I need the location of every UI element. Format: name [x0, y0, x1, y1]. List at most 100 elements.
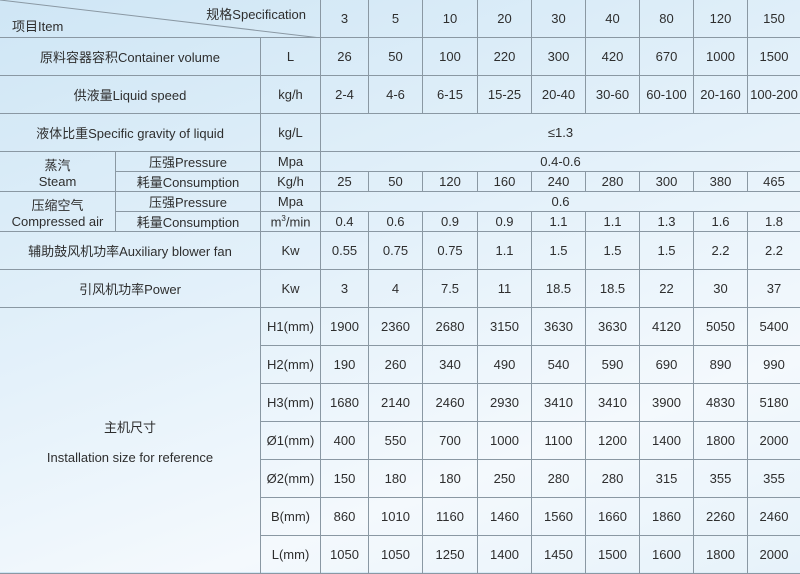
table-row: 辅助鼓风机功率Auxiliary blower fan Kw 0.55 0.75 0.7…: [0, 231, 800, 270]
unit-cell: kg/h: [259, 75, 322, 114]
size-value: 1560: [531, 497, 587, 536]
consumption-value: 1.6: [693, 211, 749, 232]
power-label: 引风机功率Power: [0, 269, 261, 308]
power-value: 30: [693, 269, 749, 308]
consumption-label: 耗量Consumption: [115, 171, 261, 192]
size-value: 340: [422, 345, 479, 384]
size-value: 1400: [477, 535, 533, 574]
size-value: 3630: [531, 307, 587, 346]
size-value: 1400: [639, 421, 695, 460]
container-volume-value: 300: [531, 37, 587, 76]
container-volume-value: 1500: [747, 37, 800, 76]
size-value: 1860: [639, 497, 695, 536]
size-value: 250: [477, 459, 533, 498]
blower-fan-label: 辅助鼓风机功率Auxiliary blower fan: [0, 231, 261, 270]
size-value: 3150: [477, 307, 533, 346]
specification-label: 规格Specification: [206, 7, 307, 22]
power-value: 7.5: [422, 269, 479, 308]
item-label: 项目Item: [12, 19, 64, 34]
size-value: 5050: [693, 307, 749, 346]
size-group-label: 主机尺寸 Installation size for reference: [0, 307, 261, 574]
size-value: 1680: [320, 383, 370, 422]
table-row: L(mm) 1050 1050 1250 1400 1450 1500 1600 1800 200…: [0, 535, 800, 574]
size-label-cn: 主机尺寸: [103, 419, 156, 435]
table-row: Ø2(mm) 150 180 180 250 280 280 315 355 355: [0, 459, 800, 498]
liquid-speed-value: 15-25: [477, 75, 533, 114]
size-value: 355: [693, 459, 749, 498]
container-volume-value: 1000: [693, 37, 749, 76]
power-value: 18.5: [531, 269, 587, 308]
blower-fan-value: 0.55: [320, 231, 370, 270]
size-value: 1160: [422, 497, 479, 536]
size-value: 2000: [747, 535, 800, 574]
size-value: 1100: [531, 421, 587, 460]
table-row: H2(mm) 190 260 340 490 540 590 690 890 990: [0, 345, 800, 384]
size-value: 1460: [477, 497, 533, 536]
size-value: 260: [368, 345, 424, 384]
model-header: 30: [531, 0, 587, 38]
size-value: 1660: [585, 497, 641, 536]
blower-fan-value: 1.1: [477, 231, 533, 270]
size-value: 1050: [368, 535, 424, 574]
container-volume-value: 50: [368, 37, 424, 76]
unit-cell: Mpa: [259, 191, 322, 212]
size-value: 2260: [693, 497, 749, 536]
unit-cell: Kw: [259, 231, 322, 270]
group-label-cn: 压缩空气: [31, 197, 84, 213]
size-value: 1250: [422, 535, 479, 574]
size-value: 355: [747, 459, 800, 498]
size-value: 1000: [477, 421, 533, 460]
group-label-en: Compressed air: [11, 213, 104, 229]
consumption-value: 1.8: [747, 211, 800, 232]
table-row: 蒸汽 Steam 压强Pressure Mpa 0.4-0.6: [0, 151, 800, 192]
size-dimension-label: H3(mm): [259, 383, 322, 422]
size-value: 400: [320, 421, 370, 460]
model-header: 150: [747, 0, 800, 38]
container-volume-value: 26: [320, 37, 370, 76]
size-dimension-label: B(mm): [259, 497, 322, 536]
table-row: B(mm) 860 1010 1160 1460 1560 1660 1860 2260 2460: [0, 497, 800, 536]
size-value: 490: [477, 345, 533, 384]
gravity-label: 液体比重Specific gravity of liquid: [0, 113, 261, 152]
size-value: 4830: [693, 383, 749, 422]
blower-fan-value: 1.5: [585, 231, 641, 270]
consumption-value: 0.4: [320, 211, 370, 232]
group-label-cn: 蒸汽: [44, 157, 71, 173]
unit-cell: m3/min: [259, 211, 322, 232]
size-value: 4120: [639, 307, 695, 346]
size-value: 1200: [585, 421, 641, 460]
liquid-speed-value: 6-15: [422, 75, 479, 114]
size-value: 2360: [368, 307, 424, 346]
unit-cell: kg/L: [259, 113, 322, 152]
liquid-speed-label: 供液量Liquid speed: [0, 75, 261, 114]
size-dimension-label: Ø2(mm): [259, 459, 322, 498]
compressed-air-group-label: 压缩空气 Compressed air: [0, 191, 116, 232]
model-header: 20: [477, 0, 533, 38]
size-value: 280: [585, 459, 641, 498]
blower-fan-value: 2.2: [747, 231, 800, 270]
size-value: 690: [639, 345, 695, 384]
size-value: 180: [422, 459, 479, 498]
size-value: 550: [368, 421, 424, 460]
size-value: 3410: [585, 383, 641, 422]
table-row: 耗量Consumption Kg/h 25 50 120 160 240 280 300 380 4…: [0, 171, 800, 192]
size-value: 2680: [422, 307, 479, 346]
unit-cell: Kg/h: [259, 171, 322, 192]
table-row: 引风机功率Power Kw 3 4 7.5 11 18.5 18.5 22 30 37: [0, 269, 800, 308]
table-row: 压缩空气 Compressed air 压强Pressure Mpa 0.6: [0, 191, 800, 232]
power-value: 22: [639, 269, 695, 308]
consumption-value: 280: [585, 171, 641, 192]
size-value: 890: [693, 345, 749, 384]
table-row: Ø1(mm) 400 550 700 1000 1100 1200 1400 1800 2000: [0, 421, 800, 460]
table-row: 规格Specification 项目Item 3 5 10 20 30 40 80 120 150: [0, 0, 800, 38]
liquid-speed-value: 20-160: [693, 75, 749, 114]
gravity-value: ≤1.3: [320, 113, 800, 152]
container-volume-value: 220: [477, 37, 533, 76]
size-value: 1450: [531, 535, 587, 574]
consumption-value: 0.9: [422, 211, 479, 232]
consumption-value: 25: [320, 171, 370, 192]
diagonal-divider: [0, 0, 313, 37]
consumption-value: 50: [368, 171, 424, 192]
size-value: 1800: [693, 535, 749, 574]
size-value: 990: [747, 345, 800, 384]
